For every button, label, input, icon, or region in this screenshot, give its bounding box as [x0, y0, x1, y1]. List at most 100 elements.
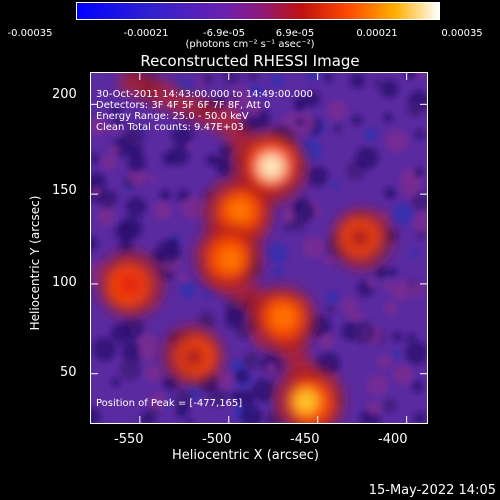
heatmap-cell	[366, 400, 382, 416]
annotation-detectors: Detectors: 3F 4F 5F 6F 7F 8F, Att 0	[96, 100, 271, 111]
heatmap-cell	[391, 349, 401, 359]
plot-frame	[90, 72, 428, 424]
heatmap-cell	[411, 380, 424, 393]
heatmap-cell	[372, 78, 382, 88]
heatmap-cell	[387, 267, 397, 277]
heatmap-cell	[382, 112, 393, 123]
heatmap-cell	[341, 297, 358, 314]
heatmap-cell	[92, 337, 117, 362]
emission-blob	[183, 346, 205, 369]
x-tick-label: -550	[114, 432, 144, 447]
heatmap-cell	[326, 290, 339, 304]
heatmap-cell	[302, 236, 326, 259]
heatmap-cell	[109, 124, 119, 134]
y-tick-label: 100	[52, 275, 77, 290]
colorbar-unit: (photons cm⁻² s⁻¹ asec⁻²)	[185, 39, 315, 50]
heatmap-cell	[406, 333, 416, 343]
heatmap-cell	[205, 154, 218, 167]
heatmap-cell	[391, 203, 414, 225]
colorbar-tick: 0.00035	[441, 28, 483, 39]
x-tick-label: -400	[378, 432, 408, 447]
heatmap-cell	[207, 386, 228, 407]
heatmap-cell	[413, 167, 424, 178]
heatmap-cell	[414, 129, 425, 140]
heatmap-cell	[148, 174, 158, 184]
heatmap-cell	[292, 112, 316, 135]
heatmap-cell	[332, 123, 343, 134]
colorbar-tick: -6.9e-05	[203, 28, 245, 39]
heatmap-cell	[214, 369, 234, 390]
heatmap-cell	[124, 125, 145, 146]
heatmap-cell	[110, 323, 131, 344]
heatmap-cell	[352, 320, 375, 344]
heatmap-cell	[377, 354, 392, 369]
heatmap-cell	[414, 412, 427, 424]
y-tick-label: 50	[60, 365, 77, 380]
heatmap-cell	[413, 210, 428, 234]
emission-blob	[258, 153, 285, 180]
heatmap-cell	[385, 129, 409, 153]
heatmap-cell	[126, 318, 145, 336]
heatmap-cell	[265, 362, 278, 375]
heatmap-cell	[201, 289, 212, 299]
heatmap-cell	[180, 196, 204, 220]
x-tick-label: -500	[202, 432, 232, 447]
heatmap-cell	[380, 79, 399, 98]
emission-regions	[97, 129, 393, 424]
heatmap-cell	[179, 281, 197, 299]
heatmap-cell	[185, 419, 194, 424]
colorbar-tick: 6.9e-05	[275, 28, 315, 39]
heatmap-cell	[293, 200, 315, 223]
heatmap-cell	[111, 377, 121, 387]
heatmap-cell	[417, 230, 426, 239]
heatmap-cell	[306, 72, 323, 81]
heatmap-cell	[407, 101, 424, 117]
heatmap-cell	[416, 72, 426, 79]
heatmap-cell	[90, 153, 100, 164]
heatmap-cell	[126, 153, 147, 173]
annotation-counts: Clean Total counts: 9.47E+03	[96, 122, 244, 133]
colorbar	[76, 2, 440, 20]
heatmap-cell	[222, 72, 241, 85]
peak-position-label: Position of Peak = [-477,165]	[96, 398, 243, 409]
heatmap-cell	[156, 239, 181, 264]
heatmap-cell	[118, 239, 134, 255]
heatmap-cell	[354, 310, 364, 321]
heatmap-cell	[101, 154, 118, 171]
heatmap-cell	[330, 180, 340, 189]
heatmap-cell	[215, 158, 234, 177]
heatmap-cell	[90, 116, 108, 137]
heatmap-cell	[325, 304, 335, 314]
emission-blob	[218, 247, 243, 272]
emission-blob	[118, 273, 142, 297]
heatmap-cell	[294, 102, 305, 112]
heatmap-cell	[375, 266, 388, 279]
heatmap-cell	[230, 90, 241, 101]
colorbar-tick: -0.00021	[123, 28, 169, 39]
annotation-energy: Energy Range: 25.0 - 50.0 keV	[96, 111, 249, 122]
heatmap-cell	[392, 331, 403, 343]
heatmap-cell	[236, 389, 255, 409]
x-axis-label: Heliocentric X (arcsec)	[172, 448, 319, 463]
heatmap-cell	[409, 281, 426, 298]
emission-blob	[271, 304, 296, 329]
heatmap-cell	[323, 255, 333, 266]
y-tick-label: 200	[52, 87, 77, 102]
heatmap-cell	[400, 178, 421, 198]
y-tick-label: 150	[52, 183, 77, 198]
heatmap-cell	[384, 187, 397, 200]
heatmap-cell	[295, 117, 304, 127]
heatmap-cell	[201, 72, 214, 85]
heatmap-cell	[114, 221, 135, 242]
heatmap-cell	[174, 402, 190, 418]
heatmap-cell	[144, 365, 162, 382]
heatmap-cell	[323, 72, 334, 83]
heatmap-cell	[410, 248, 419, 258]
annotation-time: 30-Oct-2011 14:43:00.000 to 14:49:00.000	[96, 89, 313, 100]
heatmap-cell	[119, 359, 141, 380]
heatmap-cell	[90, 407, 101, 424]
heatmap-cell	[405, 341, 428, 365]
heatmap-cell	[273, 266, 284, 277]
heatmap-cell	[270, 73, 285, 88]
heatmap-cell	[382, 398, 397, 413]
